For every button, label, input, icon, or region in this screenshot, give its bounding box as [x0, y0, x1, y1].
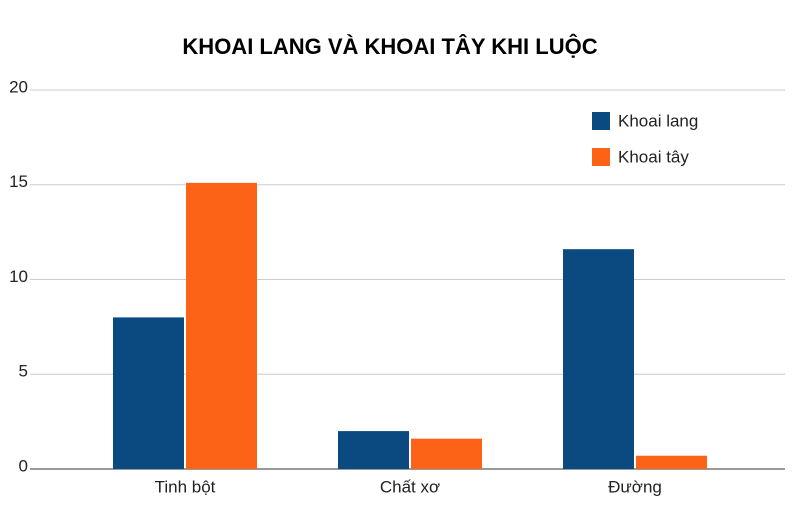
y-tick-label: 10 [9, 267, 28, 286]
bar [338, 431, 409, 469]
bar [563, 249, 634, 469]
legend-swatch [592, 148, 610, 166]
chart-title: KHOAI LANG VÀ KHOAI TÂY KHI LUỘC [182, 34, 597, 59]
bar [113, 317, 184, 469]
x-tick-label: Đường [608, 477, 662, 496]
y-tick-label: 5 [19, 362, 28, 381]
x-tick-label: Tinh bột [155, 477, 216, 496]
bar [411, 438, 482, 469]
x-tick-label: Chất xơ [380, 477, 440, 496]
legend-label: Khoai tây [618, 147, 689, 166]
legend-swatch [592, 112, 610, 130]
y-tick-label: 15 [9, 172, 28, 191]
y-tick-label: 20 [9, 77, 28, 96]
y-tick-label: 0 [19, 456, 28, 475]
legend-label: Khoai lang [618, 111, 698, 130]
bar [186, 182, 257, 470]
bar [636, 455, 707, 469]
